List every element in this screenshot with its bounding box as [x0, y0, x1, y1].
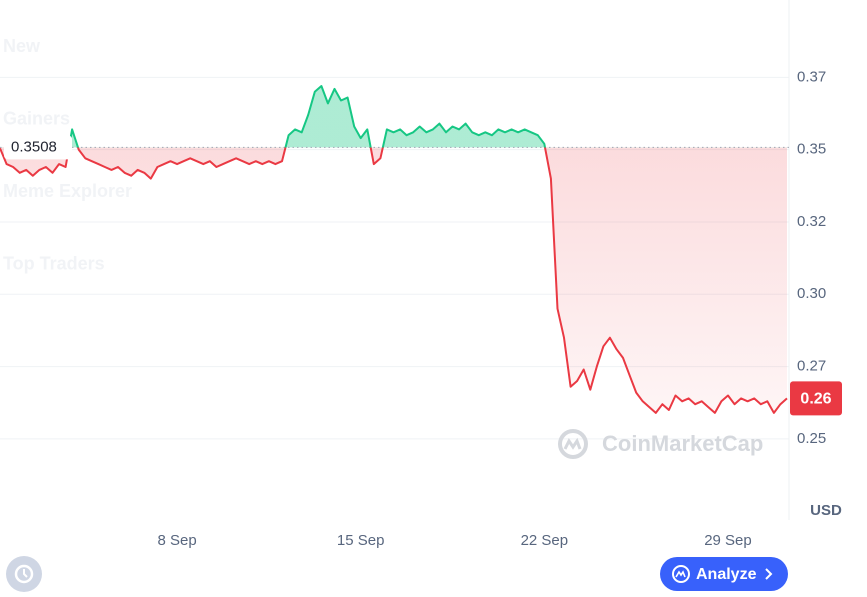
watermark-text: CoinMarketCap [602, 431, 763, 456]
y-tick-label: 0.30 [797, 285, 826, 302]
area-fill [0, 86, 787, 413]
ghost-menu-item: Gainers [3, 108, 70, 128]
price-line [0, 85, 788, 414]
y-tick-label: 0.32 [797, 213, 826, 230]
ghost-menu: New Gainers Meme Explorer Top Traders [3, 36, 132, 274]
ghost-menu-item: Top Traders [3, 253, 105, 273]
y-tick-label: 0.35 [797, 141, 826, 158]
history-button[interactable] [6, 556, 42, 592]
last-price-badge [790, 381, 842, 416]
unit-label: USD [810, 502, 842, 519]
x-tick-label: 8 Sep [157, 532, 196, 549]
y-tick-label: 0.27 [797, 358, 826, 375]
analyze-button[interactable]: Analyze [660, 557, 788, 591]
analyze-label[interactable]: Analyze [696, 566, 757, 583]
last-price-label: 0.26 [800, 391, 831, 408]
ghost-menu-item: Meme Explorer [3, 181, 132, 201]
ghost-menu-item: New [3, 36, 41, 56]
y-tick-label: 0.37 [797, 68, 826, 85]
baseline-label: 0.3508 [11, 138, 57, 155]
x-tick-label: 22 Sep [521, 532, 569, 549]
x-tick-label: 15 Sep [337, 532, 385, 549]
baseline-label-bg [4, 135, 72, 160]
watermark: CoinMarketCap [558, 429, 763, 459]
y-tick-label: 0.25 [797, 430, 826, 447]
x-tick-label: 29 Sep [704, 532, 752, 549]
plot: 0.3508 0.26 [0, 85, 842, 416]
